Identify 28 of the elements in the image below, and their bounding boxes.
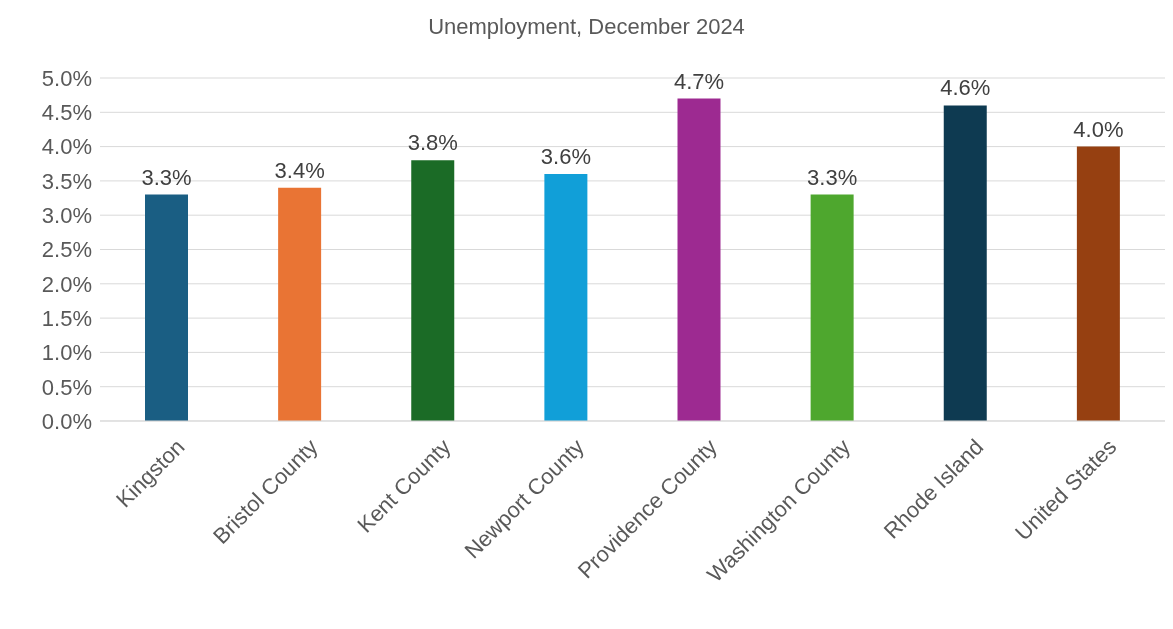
bar [544,174,588,421]
y-tick-label: 3.0% [41,203,92,229]
data-label: 3.4% [274,157,325,183]
data-label: 3.3% [141,164,192,190]
y-tick-label: 4.0% [41,134,92,160]
y-tick-label: 4.5% [41,100,92,126]
y-tick-label: 1.0% [41,340,92,366]
data-label: 4.0% [1073,116,1124,142]
y-tick-label: 2.5% [41,237,92,263]
bar [677,98,721,421]
y-tick-label: 0.5% [41,374,92,400]
data-label: 3.6% [540,144,591,170]
bar [278,187,322,421]
chart-title: Unemployment, December 2024 [427,13,746,41]
data-label: 3.8% [407,130,458,156]
data-label: 3.3% [807,164,858,190]
bar [411,160,455,421]
data-label: 4.7% [673,68,725,94]
y-tick-label: 0.0% [41,408,92,434]
y-tick-label: 2.0% [41,271,92,297]
bar [1076,146,1120,421]
y-tick-label: 1.5% [41,305,92,331]
bar [145,194,188,421]
y-tick-label: 5.0% [41,65,92,91]
bar [810,194,854,421]
bar [943,105,987,421]
data-label: 4.6% [940,75,991,101]
y-tick-label: 3.5% [41,168,92,194]
